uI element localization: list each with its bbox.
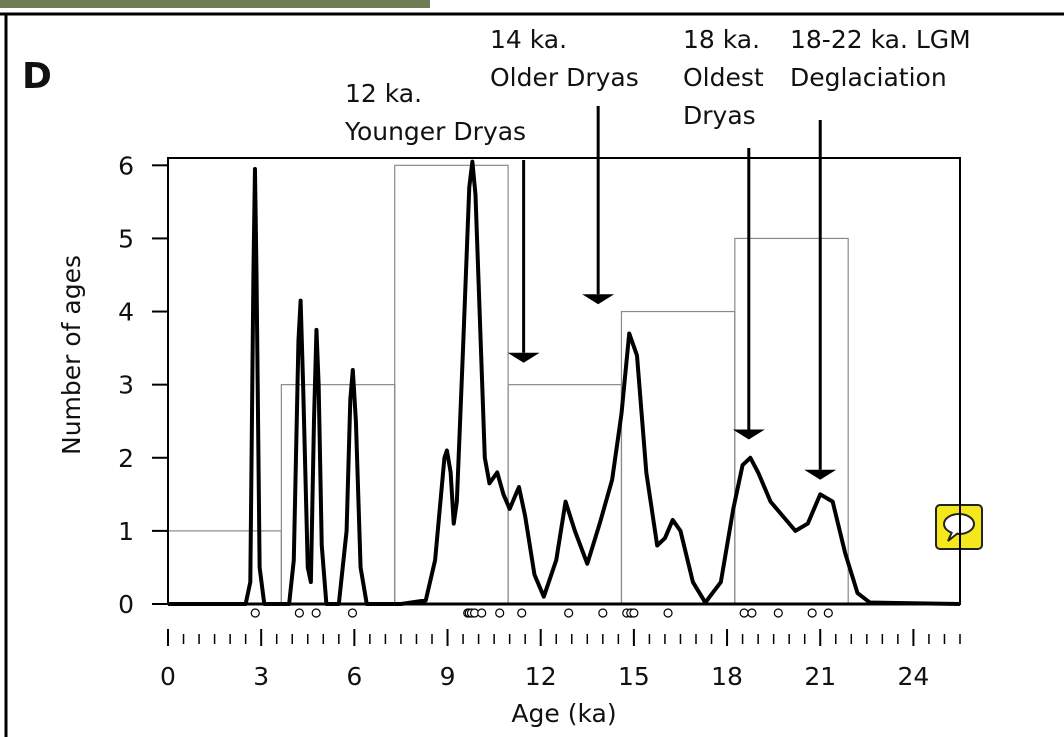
annotation-text: Oldest	[683, 63, 764, 92]
age-marker	[518, 609, 526, 617]
x-tick-label: 21	[804, 662, 836, 691]
age-marker	[808, 609, 816, 617]
age-marker	[630, 609, 638, 617]
age-marker	[251, 609, 259, 617]
y-tick-label: 5	[118, 224, 134, 253]
histogram-bar	[395, 165, 508, 604]
annotation-text: 18-22 ka. LGM	[790, 25, 971, 54]
annotation-arrowhead	[508, 353, 540, 363]
annotation-text: 18 ka.	[683, 25, 760, 54]
age-marker	[740, 609, 748, 617]
chart: D Age (ka) Number of ages 01234560369121…	[0, 0, 1064, 737]
annotation-text: 12 ka.	[345, 79, 422, 108]
age-marker	[312, 609, 320, 617]
page: {"chart_data": { "type": "histogram", "p…	[0, 0, 1064, 737]
histogram-bar	[735, 238, 848, 604]
x-tick-label: 18	[711, 662, 743, 691]
panel-label: D	[22, 56, 52, 97]
kde-curve	[168, 162, 960, 604]
age-marker	[748, 609, 756, 617]
x-tick-label: 15	[618, 662, 650, 691]
age-marker	[565, 609, 573, 617]
annotation-arrowhead	[804, 470, 836, 480]
x-tick-label: 9	[440, 662, 456, 691]
x-tick-label: 24	[898, 662, 930, 691]
annotation-text: Older Dryas	[490, 63, 639, 92]
y-tick-label: 6	[118, 151, 134, 180]
age-marker	[496, 609, 504, 617]
age-marker	[599, 609, 607, 617]
age-marker	[348, 609, 356, 617]
age-marker	[824, 609, 832, 617]
y-tick-label: 0	[118, 590, 134, 619]
annotation-text: Deglaciation	[790, 63, 947, 92]
annotation-arrowhead	[733, 429, 765, 439]
photo-strip	[0, 0, 430, 8]
age-marker	[295, 609, 303, 617]
y-tick-label: 2	[118, 444, 134, 473]
annotation-text: 14 ka.	[490, 25, 567, 54]
age-marker	[774, 609, 782, 617]
age-marker	[478, 609, 486, 617]
annotation-arrowhead	[582, 294, 614, 304]
y-axis-title: Number of ages	[57, 255, 86, 455]
x-tick-label: 3	[253, 662, 269, 691]
annotation-text: Younger Dryas	[344, 117, 526, 146]
x-tick-label: 0	[160, 662, 176, 691]
x-tick-label: 12	[525, 662, 557, 691]
age-marker	[664, 609, 672, 617]
y-tick-label: 1	[118, 517, 134, 546]
annotation-text: Dryas	[683, 101, 756, 130]
histogram-bar	[508, 385, 621, 604]
y-tick-label: 4	[118, 298, 134, 327]
x-tick-label: 6	[346, 662, 362, 691]
x-axis-title: Age (ka)	[511, 699, 616, 728]
y-tick-label: 3	[118, 371, 134, 400]
